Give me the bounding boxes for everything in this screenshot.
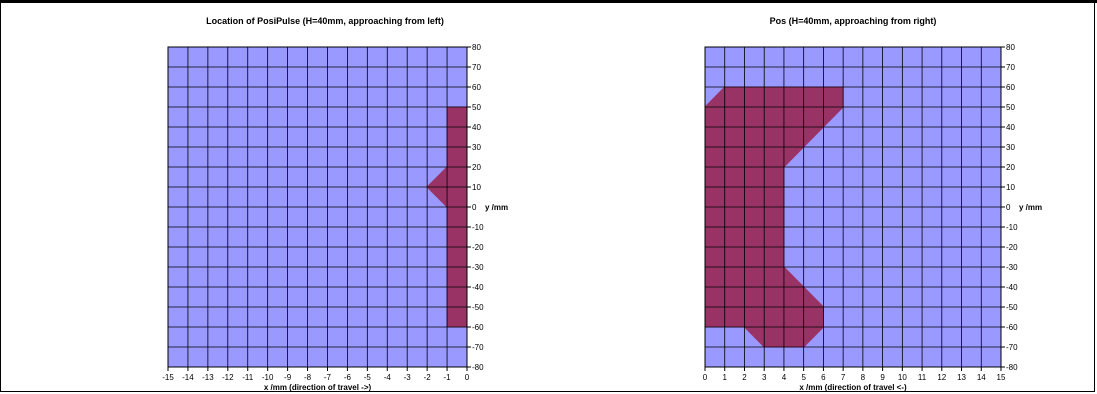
x-tick-label: -13 (202, 373, 214, 382)
y-tick-label: 70 (472, 63, 481, 72)
y-tick-label: -30 (1006, 263, 1018, 272)
y-tick-label: -40 (472, 283, 484, 292)
y-axis-label: y /mm (485, 203, 508, 212)
x-tick-label: 9 (880, 373, 885, 382)
x-tick-label: 0 (465, 373, 470, 382)
y-tick-label: 80 (472, 43, 481, 52)
y-tick-label: -10 (1006, 223, 1018, 232)
y-tick-label: 40 (1006, 123, 1015, 132)
x-tick-label: 7 (841, 373, 846, 382)
x-tick-label: -2 (424, 373, 432, 382)
x-tick-label: 2 (742, 373, 747, 382)
x-tick-label: 5 (801, 373, 806, 382)
y-tick-label: 20 (472, 163, 481, 172)
y-tick-label: 0 (1006, 203, 1011, 212)
y-tick-label: 0 (472, 203, 477, 212)
y-tick-label: -50 (1006, 303, 1018, 312)
x-axis-label: x /mm (direction of travel ->) (264, 383, 372, 392)
x-tick-label: -7 (324, 373, 332, 382)
x-tick-label: -3 (404, 373, 412, 382)
x-tick-label: 8 (861, 373, 866, 382)
y-tick-label: -70 (472, 343, 484, 352)
y-tick-label: 10 (472, 183, 481, 192)
y-tick-label: 50 (1006, 103, 1015, 112)
y-tick-label: -80 (1006, 363, 1018, 372)
x-tick-label: 11 (918, 373, 927, 382)
x-tick-label: -4 (384, 373, 392, 382)
x-tick-label: -5 (364, 373, 372, 382)
y-tick-label: 10 (1006, 183, 1015, 192)
x-tick-label: 3 (762, 373, 767, 382)
y-tick-label: -70 (1006, 343, 1018, 352)
y-tick-label: 80 (1006, 43, 1015, 52)
x-tick-label: -15 (162, 373, 174, 382)
x-tick-label: 15 (997, 373, 1006, 382)
chart-title-left: Location of PosiPulse (H=40mm, approachi… (206, 16, 444, 26)
y-tick-label: 60 (1006, 83, 1015, 92)
x-tick-label: 14 (977, 373, 986, 382)
y-tick-label: 60 (472, 83, 481, 92)
x-tick-label: -6 (344, 373, 352, 382)
chart-1: 0 1 2 3 4 5 6 7 8 9 10 11 12 13 14 15-80-70-60-50-40-30… (703, 43, 1042, 392)
y-tick-label: -80 (472, 363, 484, 372)
x-tick-label: 1 (723, 373, 728, 382)
x-tick-label: -8 (304, 373, 312, 382)
y-tick-label: -20 (1006, 243, 1018, 252)
x-tick-label: -1 (444, 373, 452, 382)
y-tick-label: -40 (1006, 283, 1018, 292)
x-tick-label: -12 (222, 373, 234, 382)
x-tick-label: -9 (284, 373, 292, 382)
x-tick-label: 4 (782, 373, 787, 382)
x-tick-label: 10 (898, 373, 907, 382)
y-tick-label: 30 (472, 143, 481, 152)
y-tick-label: -10 (472, 223, 484, 232)
x-tick-label: 0 (703, 373, 708, 382)
chart-0: -15 -14 -13 -12 -11 -10 -9 -8 -7 -6 -5 -4 -3 -2 -1 0-80… (162, 43, 508, 392)
y-tick-label: 70 (1006, 63, 1015, 72)
y-tick-label: -60 (472, 323, 484, 332)
x-tick-label: 13 (957, 373, 966, 382)
chart-title-right: Pos (H=40mm, approaching from right) (769, 16, 937, 26)
y-tick-label: 20 (1006, 163, 1015, 172)
x-tick-label: -10 (262, 373, 274, 382)
y-tick-label: -30 (472, 263, 484, 272)
x-axis-label: x /mm (direction of travel <-) (799, 383, 907, 392)
y-tick-label: -60 (1006, 323, 1018, 332)
x-tick-label: -11 (242, 373, 254, 382)
x-tick-label: -14 (182, 373, 194, 382)
x-tick-label: 6 (821, 373, 826, 382)
y-tick-label: 30 (1006, 143, 1015, 152)
y-tick-label: -20 (472, 243, 484, 252)
y-tick-label: -50 (472, 303, 484, 312)
x-tick-label: 12 (937, 373, 946, 382)
window-top-border (0, 0, 1097, 3)
y-tick-label: 40 (472, 123, 481, 132)
y-tick-label: 50 (472, 103, 481, 112)
y-axis-label: y /mm (1019, 203, 1042, 212)
